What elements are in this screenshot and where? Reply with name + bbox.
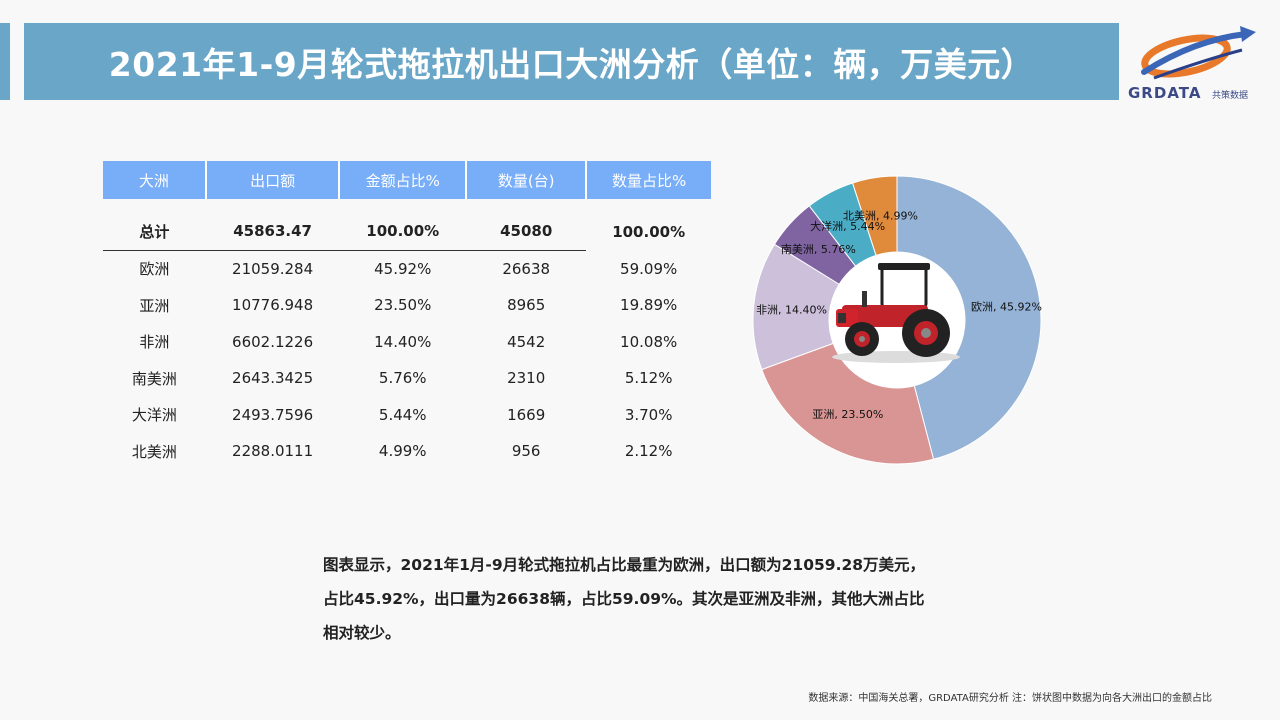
cell: 北美洲	[131, 442, 177, 461]
title-bar: 2021年1-9月轮式拖拉机出口大洲分析（单位：辆，万美元）	[24, 23, 1119, 100]
table-row: 大洋洲 2493.7596 5.44% 1669 3.70%	[103, 397, 711, 434]
summary-line: 相对较少。	[323, 624, 401, 642]
grdata-logo: GRDATA 共策数据	[1124, 20, 1264, 102]
cell: 59.09%	[620, 259, 678, 278]
cell: 2493.7596	[232, 405, 314, 424]
donut-label-5: 北美洲, 4.99%	[843, 209, 918, 222]
cell: 45080	[466, 213, 587, 251]
table-row-total: 总计 45863.47 100.00% 45080 100.00%	[103, 213, 711, 251]
donut-chart: 欧洲, 45.92% 亚洲, 23.50% 非洲, 14.40% 南美洲, 5.76%…	[752, 175, 1042, 465]
page-title: 2021年1-9月轮式拖拉机出口大洲分析（单位：辆，万美元）	[108, 44, 1035, 84]
table-row: 亚洲 10776.948 23.50% 8965 19.89%	[103, 287, 711, 324]
cell: 2310	[507, 369, 546, 388]
cell: 100.00%	[612, 222, 686, 241]
logo-swoosh-icon	[1141, 26, 1256, 80]
table-row: 北美洲 2288.0111 4.99% 956 2.12%	[103, 433, 711, 470]
cell: 3.70%	[624, 405, 673, 424]
left-accent-bar	[0, 23, 10, 100]
logo-brand: GRDATA	[1128, 84, 1202, 102]
donut-label-3: 南美洲, 5.76%	[781, 243, 856, 256]
cell: 21059.284	[232, 259, 314, 278]
donut-label-4: 大洋洲, 5.44%	[810, 219, 885, 233]
summary-line: 占比45.92%，出口量为26638辆，占比59.09%。其次是亚洲及非洲，其他…	[323, 590, 925, 608]
cell: 26638	[502, 259, 551, 278]
header-export-value: 出口额	[205, 161, 341, 199]
export-table: 大洲 出口额 金额占比% 数量(台) 数量占比% 总计 45863.47 100…	[103, 161, 711, 470]
summary-line: 图表显示，2021年1月-9月轮式拖拉机占比最重为欧洲，出口额为21059.28…	[323, 556, 926, 574]
cell: 5.44%	[378, 405, 427, 424]
cell: 6602.1226	[232, 332, 314, 351]
cell: 5.12%	[624, 369, 673, 388]
table-row: 南美洲 2643.3425 5.76% 2310 5.12%	[103, 360, 711, 397]
header-value-share: 金额占比%	[339, 161, 468, 199]
donut-label-1: 亚洲, 23.50%	[812, 408, 883, 421]
cell: 10.08%	[620, 332, 678, 351]
table-row: 非洲 6602.1226 14.40% 4542 10.08%	[103, 324, 711, 361]
source-note: 数据来源：中国海关总署，GRDATA研究分析 注：饼状图中数据为向各大洲出口的金…	[808, 693, 1212, 704]
cell: 45.92%	[374, 259, 432, 278]
cell: 2643.3425	[232, 369, 314, 388]
tractor-icon	[832, 263, 960, 363]
cell: 8965	[507, 296, 546, 315]
header-quantity-share: 数量占比%	[586, 161, 711, 199]
table-row: 欧洲 21059.284 45.92% 26638 59.09%	[103, 250, 711, 287]
cell: 4.99%	[378, 442, 427, 461]
cell: 10776.948	[232, 296, 314, 315]
cell: 2.12%	[624, 442, 673, 461]
cell: 南美洲	[131, 369, 177, 388]
cell: 956	[511, 442, 541, 461]
summary-text: 图表显示，2021年1月-9月轮式拖拉机占比最重为欧洲，出口额为21059.28…	[323, 548, 983, 650]
cell: 4542	[507, 332, 546, 351]
cell: 1669	[507, 405, 546, 424]
logo-sub: 共策数据	[1212, 91, 1249, 101]
header-continent: 大洲	[103, 161, 207, 199]
cell: 2288.0111	[232, 442, 314, 461]
cell: 100.00%	[339, 213, 467, 251]
cell: 总计	[103, 213, 206, 251]
cell: 23.50%	[374, 296, 432, 315]
header-quantity: 数量(台)	[466, 161, 588, 199]
cell: 亚洲	[139, 296, 170, 315]
cell: 14.40%	[374, 332, 432, 351]
donut-label-2: 非洲, 14.40%	[756, 303, 827, 316]
cell: 大洋洲	[131, 406, 177, 425]
cell: 5.76%	[378, 369, 427, 388]
donut-label-0: 欧洲, 45.92%	[971, 300, 1042, 313]
cell: 45863.47	[205, 213, 340, 251]
cell: 19.89%	[620, 296, 678, 315]
cell: 欧洲	[139, 260, 170, 279]
table-header-row: 大洲 出口额 金额占比% 数量(台) 数量占比%	[103, 161, 711, 199]
cell: 非洲	[139, 333, 170, 352]
